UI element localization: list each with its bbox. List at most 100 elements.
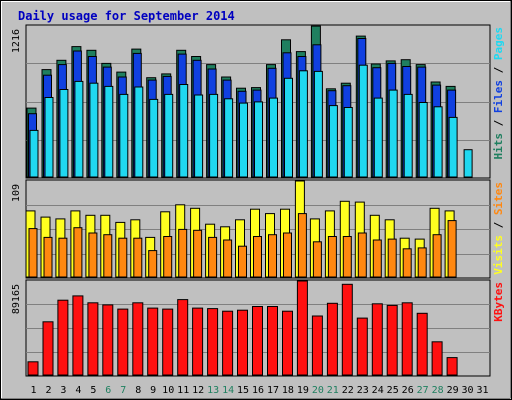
day-label-16: 16: [252, 385, 264, 396]
bar-sites-day-29: [447, 220, 457, 278]
bar-kbytes-day-4: [72, 295, 84, 376]
series-kbytes: [27, 280, 458, 376]
bar-kbytes-day-1: [27, 361, 39, 376]
bar-kbytes-day-5: [87, 302, 99, 376]
bar-sites-day-19: [297, 213, 307, 278]
bar-kbytes-day-24: [371, 303, 383, 376]
bar-kbytes-day-10: [162, 308, 174, 376]
day-label-1: 1: [30, 385, 36, 396]
bar-pages-day-18: [284, 77, 293, 178]
day-label-12: 12: [192, 385, 204, 396]
day-label-3: 3: [60, 385, 66, 396]
bar-kbytes-day-9: [147, 307, 159, 376]
bar-sites-day-8: [133, 237, 143, 278]
bar-sites-day-11: [178, 228, 188, 278]
bar-sites-day-12: [193, 229, 203, 278]
day-label-23: 23: [357, 385, 369, 396]
legend: KBytes: [492, 282, 505, 322]
bar-pages-day-24: [373, 97, 383, 178]
bar-kbytes-day-17: [267, 306, 278, 376]
bar-sites-day-28: [432, 234, 442, 278]
series-sites: [28, 213, 457, 278]
bar-sites-day-7: [118, 237, 128, 278]
day-label-27: 27: [417, 385, 429, 396]
bar-pages-day-26: [403, 93, 413, 178]
bar-sites-day-23: [357, 232, 367, 278]
day-label-7: 7: [120, 385, 126, 396]
legend-separator: /: [492, 113, 505, 133]
bar-pages-day-23: [358, 64, 368, 178]
bar-kbytes-day-2: [42, 321, 54, 376]
bar-sites-day-13: [208, 236, 218, 278]
bar-sites-day-15: [238, 245, 247, 278]
bar-pages-day-9: [149, 98, 159, 178]
legend: Hits / Files / Pages: [492, 27, 505, 160]
bar-pages-day-29: [448, 116, 458, 178]
bar-pages-day-10: [164, 93, 174, 178]
bar-kbytes-day-14: [222, 310, 234, 376]
bar-kbytes-day-11: [177, 299, 189, 376]
bar-sites-day-27: [417, 247, 427, 278]
bar-sites-day-16: [253, 236, 262, 278]
day-label-26: 26: [402, 385, 414, 396]
day-label-5: 5: [90, 385, 96, 396]
bar-sites-day-14: [223, 239, 233, 278]
legend-entry: Hits: [492, 133, 505, 160]
bar-kbytes-day-12: [192, 307, 204, 376]
day-label-21: 21: [327, 385, 339, 396]
bar-pages-day-28: [433, 106, 443, 178]
day-label-18: 18: [282, 385, 294, 396]
bar-pages-day-25: [388, 89, 398, 178]
legend-entry: Visits: [492, 235, 505, 275]
day-label-15: 15: [237, 385, 249, 396]
bar-pages-day-1: [29, 129, 39, 178]
bar-kbytes-day-23: [356, 317, 368, 376]
bar-sites-day-21: [327, 236, 337, 278]
bar-pages-day-17: [269, 97, 278, 178]
legend-entry: Pages: [492, 27, 505, 60]
bar-pages-day-12: [194, 94, 204, 178]
legend-entry: Files: [492, 80, 505, 113]
bar-kbytes-day-18: [282, 310, 293, 376]
bar-pages-day-3: [59, 89, 69, 178]
bar-kbytes-day-22: [341, 283, 353, 376]
day-label-22: 22: [342, 385, 354, 396]
panel-kbytes: 89165 KBytes: [11, 279, 505, 377]
bar-pages-day-8: [134, 86, 144, 178]
bar-pages-day-22: [343, 107, 353, 178]
day-label-29: 29: [447, 385, 459, 396]
bar-kbytes-day-21: [326, 302, 338, 376]
legend-separator: /: [492, 215, 505, 235]
bar-sites-day-6: [103, 234, 113, 278]
day-label-14: 14: [222, 385, 234, 396]
bar-pages-day-11: [179, 84, 189, 178]
bar-sites-day-18: [283, 232, 292, 278]
y-max-label: 109: [11, 184, 22, 202]
day-label-31: 31: [476, 385, 488, 396]
legend-entry: KBytes: [492, 282, 505, 322]
bar-kbytes-day-6: [102, 304, 114, 376]
bar-pages-day-21: [328, 105, 338, 178]
day-label-20: 20: [312, 385, 324, 396]
bar-kbytes-day-29: [446, 357, 458, 376]
bar-pages-day-7: [119, 93, 129, 178]
bar-kbytes-day-20: [311, 315, 323, 376]
bar-pages-day-13: [209, 93, 219, 178]
bar-kbytes-day-26: [401, 302, 413, 376]
bar-sites-day-1: [28, 228, 38, 278]
bar-kbytes-day-25: [386, 304, 398, 376]
day-label-11: 11: [177, 385, 189, 396]
legend: Visits / Sites: [492, 182, 505, 275]
day-label-28: 28: [432, 385, 444, 396]
day-label-30: 30: [461, 385, 473, 396]
y-max-label: 1216: [11, 29, 22, 53]
panel-hits-files-pages: 1216 Hits / Files / Pages: [11, 24, 505, 179]
day-label-6: 6: [105, 385, 111, 396]
bar-pages-day-20: [313, 70, 323, 178]
bar-pages-day-6: [104, 85, 114, 178]
bar-pages-day-14: [224, 98, 234, 178]
bar-sites-day-26: [402, 248, 412, 278]
bar-kbytes-day-16: [252, 306, 263, 376]
bar-sites-day-20: [312, 241, 322, 278]
